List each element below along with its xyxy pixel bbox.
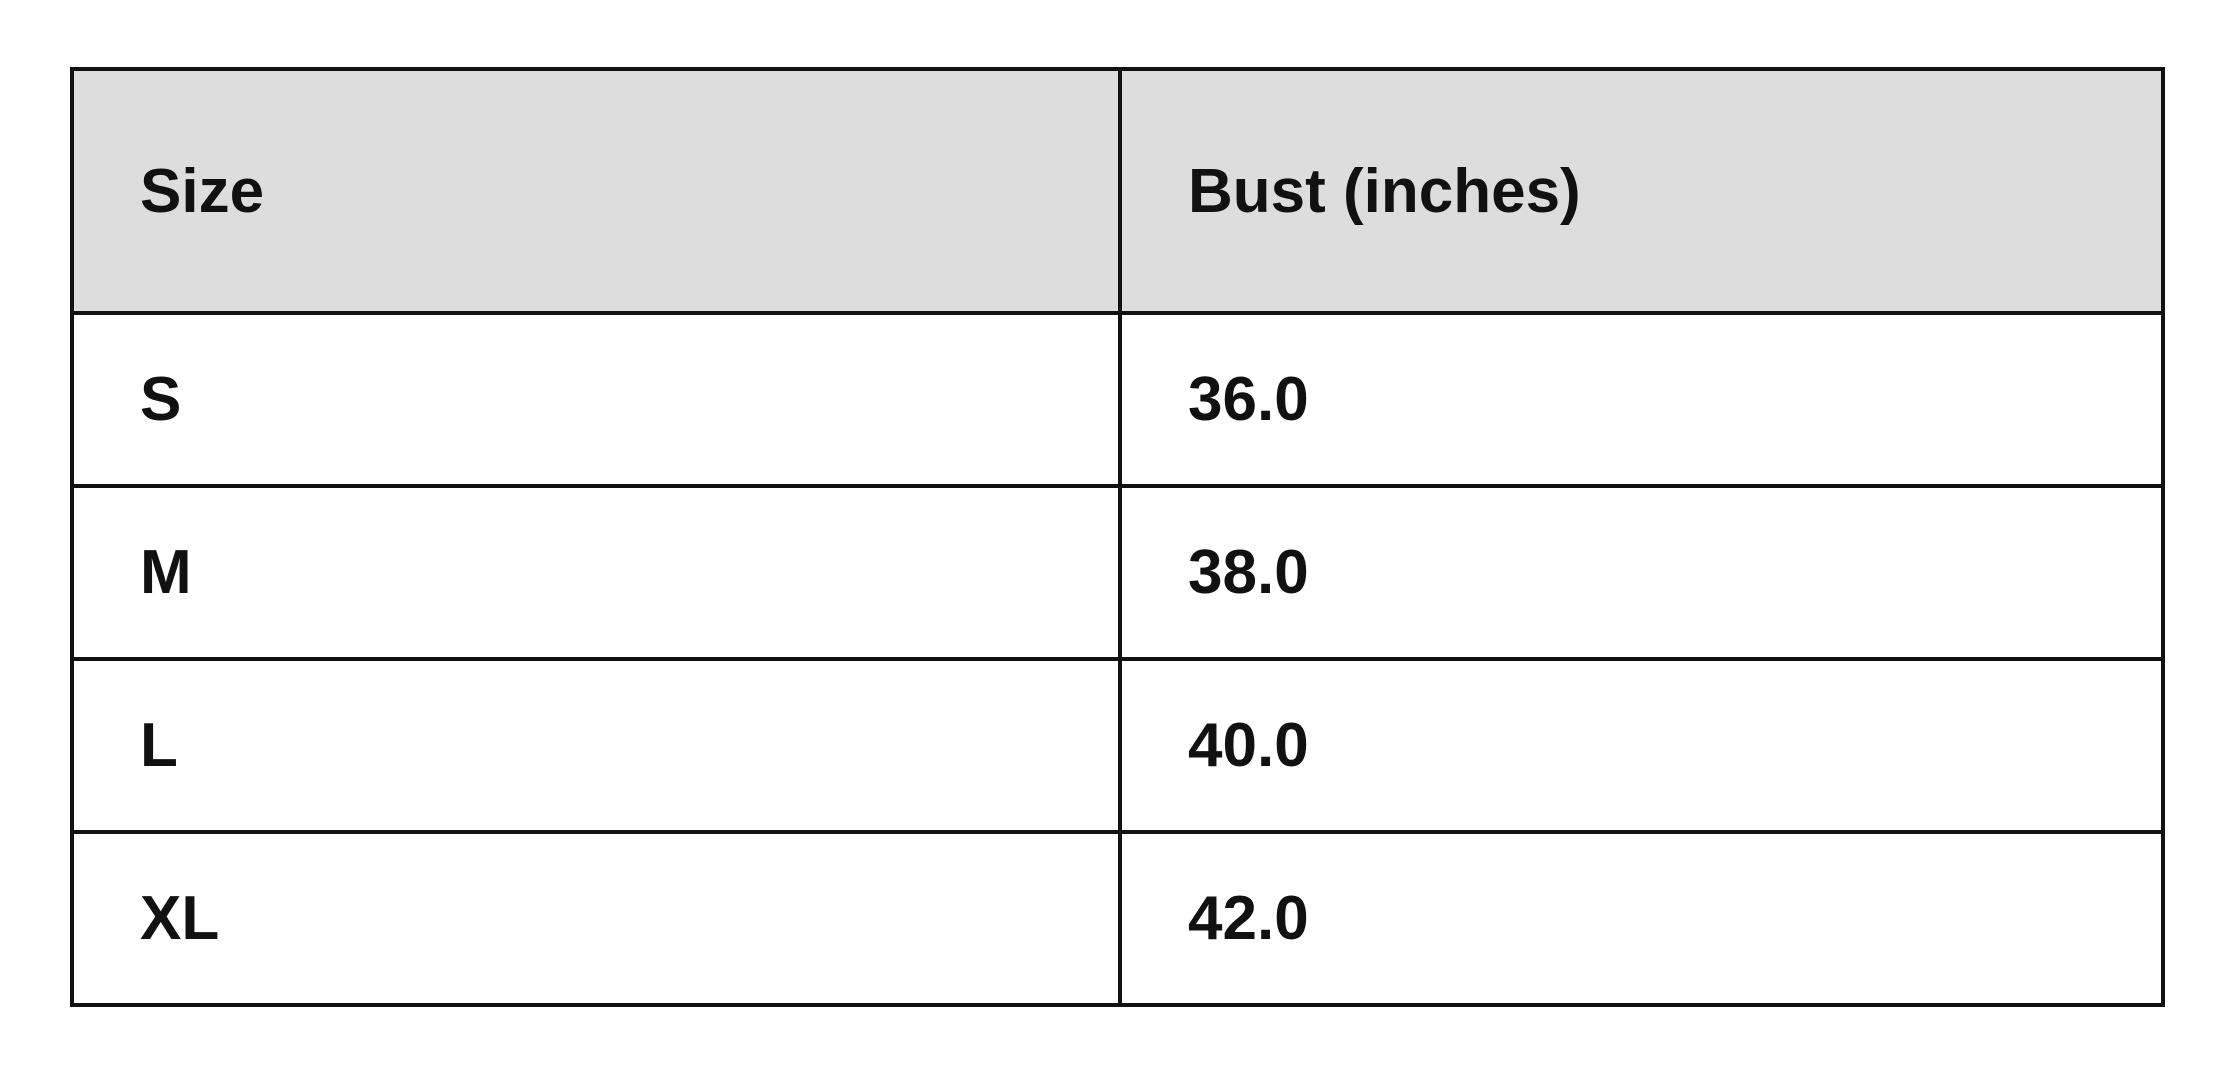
bust-cell: 38.0	[1118, 484, 2165, 661]
header-row: Size Bust (inches)	[70, 67, 2165, 315]
table-row: S 36.0	[70, 311, 2165, 488]
header-size: Size	[70, 67, 1122, 315]
bust-cell: 42.0	[1118, 830, 2165, 1007]
bust-cell: 36.0	[1118, 311, 2165, 488]
size-cell: M	[70, 484, 1122, 661]
size-chart-table: Size Bust (inches) S 36.0 M 38.0 L 40.0 …	[70, 67, 2165, 1007]
bust-cell: 40.0	[1118, 657, 2165, 834]
size-cell: XL	[70, 830, 1122, 1007]
table-row: M 38.0	[70, 484, 2165, 661]
size-cell: L	[70, 657, 1122, 834]
table-row: L 40.0	[70, 657, 2165, 834]
header-bust: Bust (inches)	[1118, 67, 2165, 315]
table-row: XL 42.0	[70, 830, 2165, 1007]
size-cell: S	[70, 311, 1122, 488]
